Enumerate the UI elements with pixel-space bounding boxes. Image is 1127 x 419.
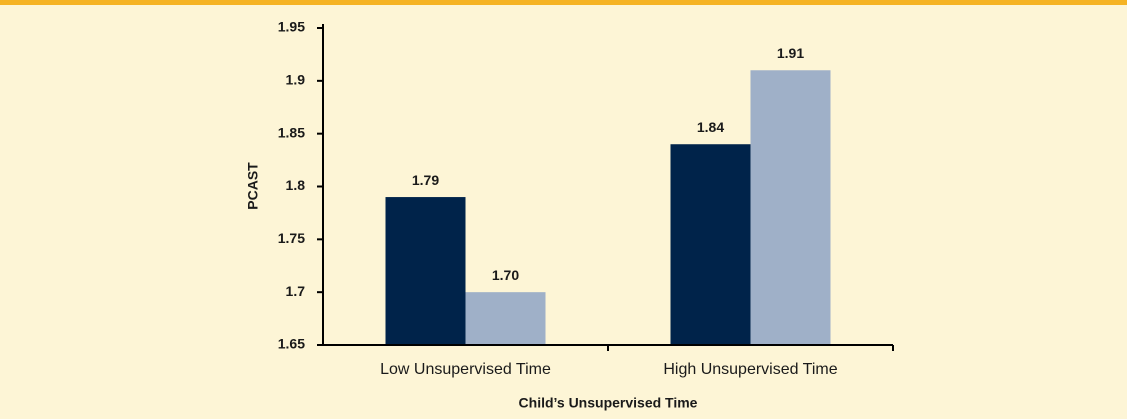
y-tick-label: 1.7 (286, 283, 306, 299)
bar (750, 70, 831, 346)
y-tick-label: 1.85 (278, 124, 305, 140)
data-label: 1.79 (412, 172, 439, 188)
x-tick-label: Low Unsupervised Time (380, 361, 551, 378)
data-label: 1.70 (492, 267, 519, 283)
data-label: 1.84 (697, 119, 724, 135)
y-tick-label: 1.9 (286, 72, 306, 88)
x-axis-label: Child’s Unsupervised Time (519, 395, 698, 411)
bar (385, 197, 466, 345)
y-tick-label: 1.65 (278, 336, 305, 352)
y-tick-label: 1.8 (286, 177, 306, 193)
bar (670, 144, 751, 345)
data-label: 1.91 (777, 45, 804, 61)
x-tick-label: High Unsupervised Time (663, 361, 837, 378)
y-tick-label: 1.95 (278, 19, 305, 35)
y-tick-label: 1.75 (278, 230, 305, 246)
y-axis-label: PCAST (245, 162, 261, 210)
top-band (0, 0, 1127, 5)
bar (465, 292, 546, 345)
